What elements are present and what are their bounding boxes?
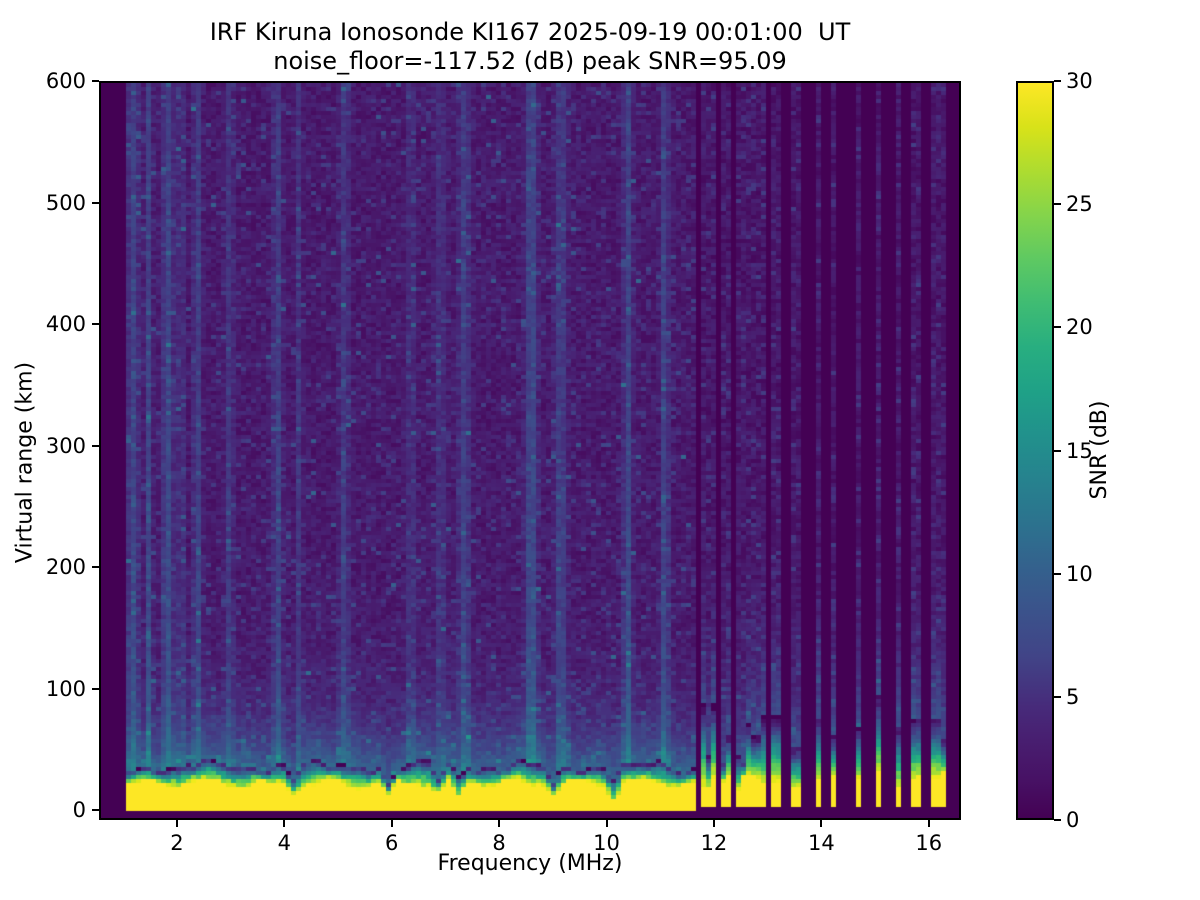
plot-axes (99, 81, 961, 820)
colorbar-tick-mark (1054, 819, 1061, 821)
x-tick-mark (175, 820, 178, 827)
figure-title: IRF Kiruna Ionosonde KI167 2025-09-19 00… (0, 18, 1060, 77)
x-axis-label: Frequency (MHz) (437, 851, 623, 876)
y-tick-mark (92, 80, 99, 82)
y-tick-mark (92, 323, 99, 326)
y-tick-label: 300 (45, 433, 86, 458)
x-tick-mark (712, 820, 715, 827)
colorbar-tick-label: 15 (1066, 438, 1093, 463)
colorbar: 0 5 10 15 20 25 30 (1016, 69, 1093, 832)
colorbar-tick-label: 10 (1066, 561, 1093, 586)
y-tick-mark (92, 687, 99, 690)
x-tick-mark (820, 820, 823, 827)
y-tick-label: 0 (72, 798, 86, 823)
y-axis-label: Virtual range (km) (12, 361, 38, 564)
colorbar-gradient (1016, 81, 1054, 820)
x-tick-mark (605, 820, 608, 827)
title-line-primary: IRF Kiruna Ionosonde KI167 2025-09-19 00… (209, 18, 851, 46)
colorbar-label: SNR (dB) (1087, 400, 1112, 500)
y-tick-mark (92, 201, 99, 204)
colorbar-tick-mark (1054, 449, 1061, 452)
y-tick-mark (92, 809, 99, 812)
title-line-secondary: noise_floor=-117.52 (dB) peak SNR=95.09 (273, 47, 787, 76)
y-tick-mark (92, 444, 99, 447)
colorbar-tick-label: 0 (1066, 808, 1080, 832)
y-tick-label: 500 (45, 190, 86, 215)
colorbar-tick-label: 30 (1066, 69, 1093, 93)
colorbar-tick-mark (1054, 80, 1061, 82)
colorbar-tick-mark (1054, 203, 1061, 206)
colorbar-tick-label: 25 (1066, 192, 1093, 217)
colorbar-tick-label: 20 (1066, 315, 1093, 340)
colorbar-tick-mark (1054, 326, 1061, 329)
x-tick-mark (927, 820, 930, 827)
y-tick-mark (92, 566, 99, 569)
x-tick-mark (390, 820, 393, 827)
x-tick-mark (283, 820, 286, 827)
y-tick-label: 200 (45, 555, 86, 580)
x-tick-mark (498, 820, 501, 827)
ionogram-heatmap (101, 83, 959, 818)
y-tick-label: 100 (45, 676, 86, 701)
colorbar-tick-mark (1054, 695, 1061, 698)
y-tick-label: 400 (45, 312, 86, 337)
colorbar-tick-mark (1054, 572, 1061, 575)
colorbar-tick-label: 5 (1066, 684, 1080, 709)
